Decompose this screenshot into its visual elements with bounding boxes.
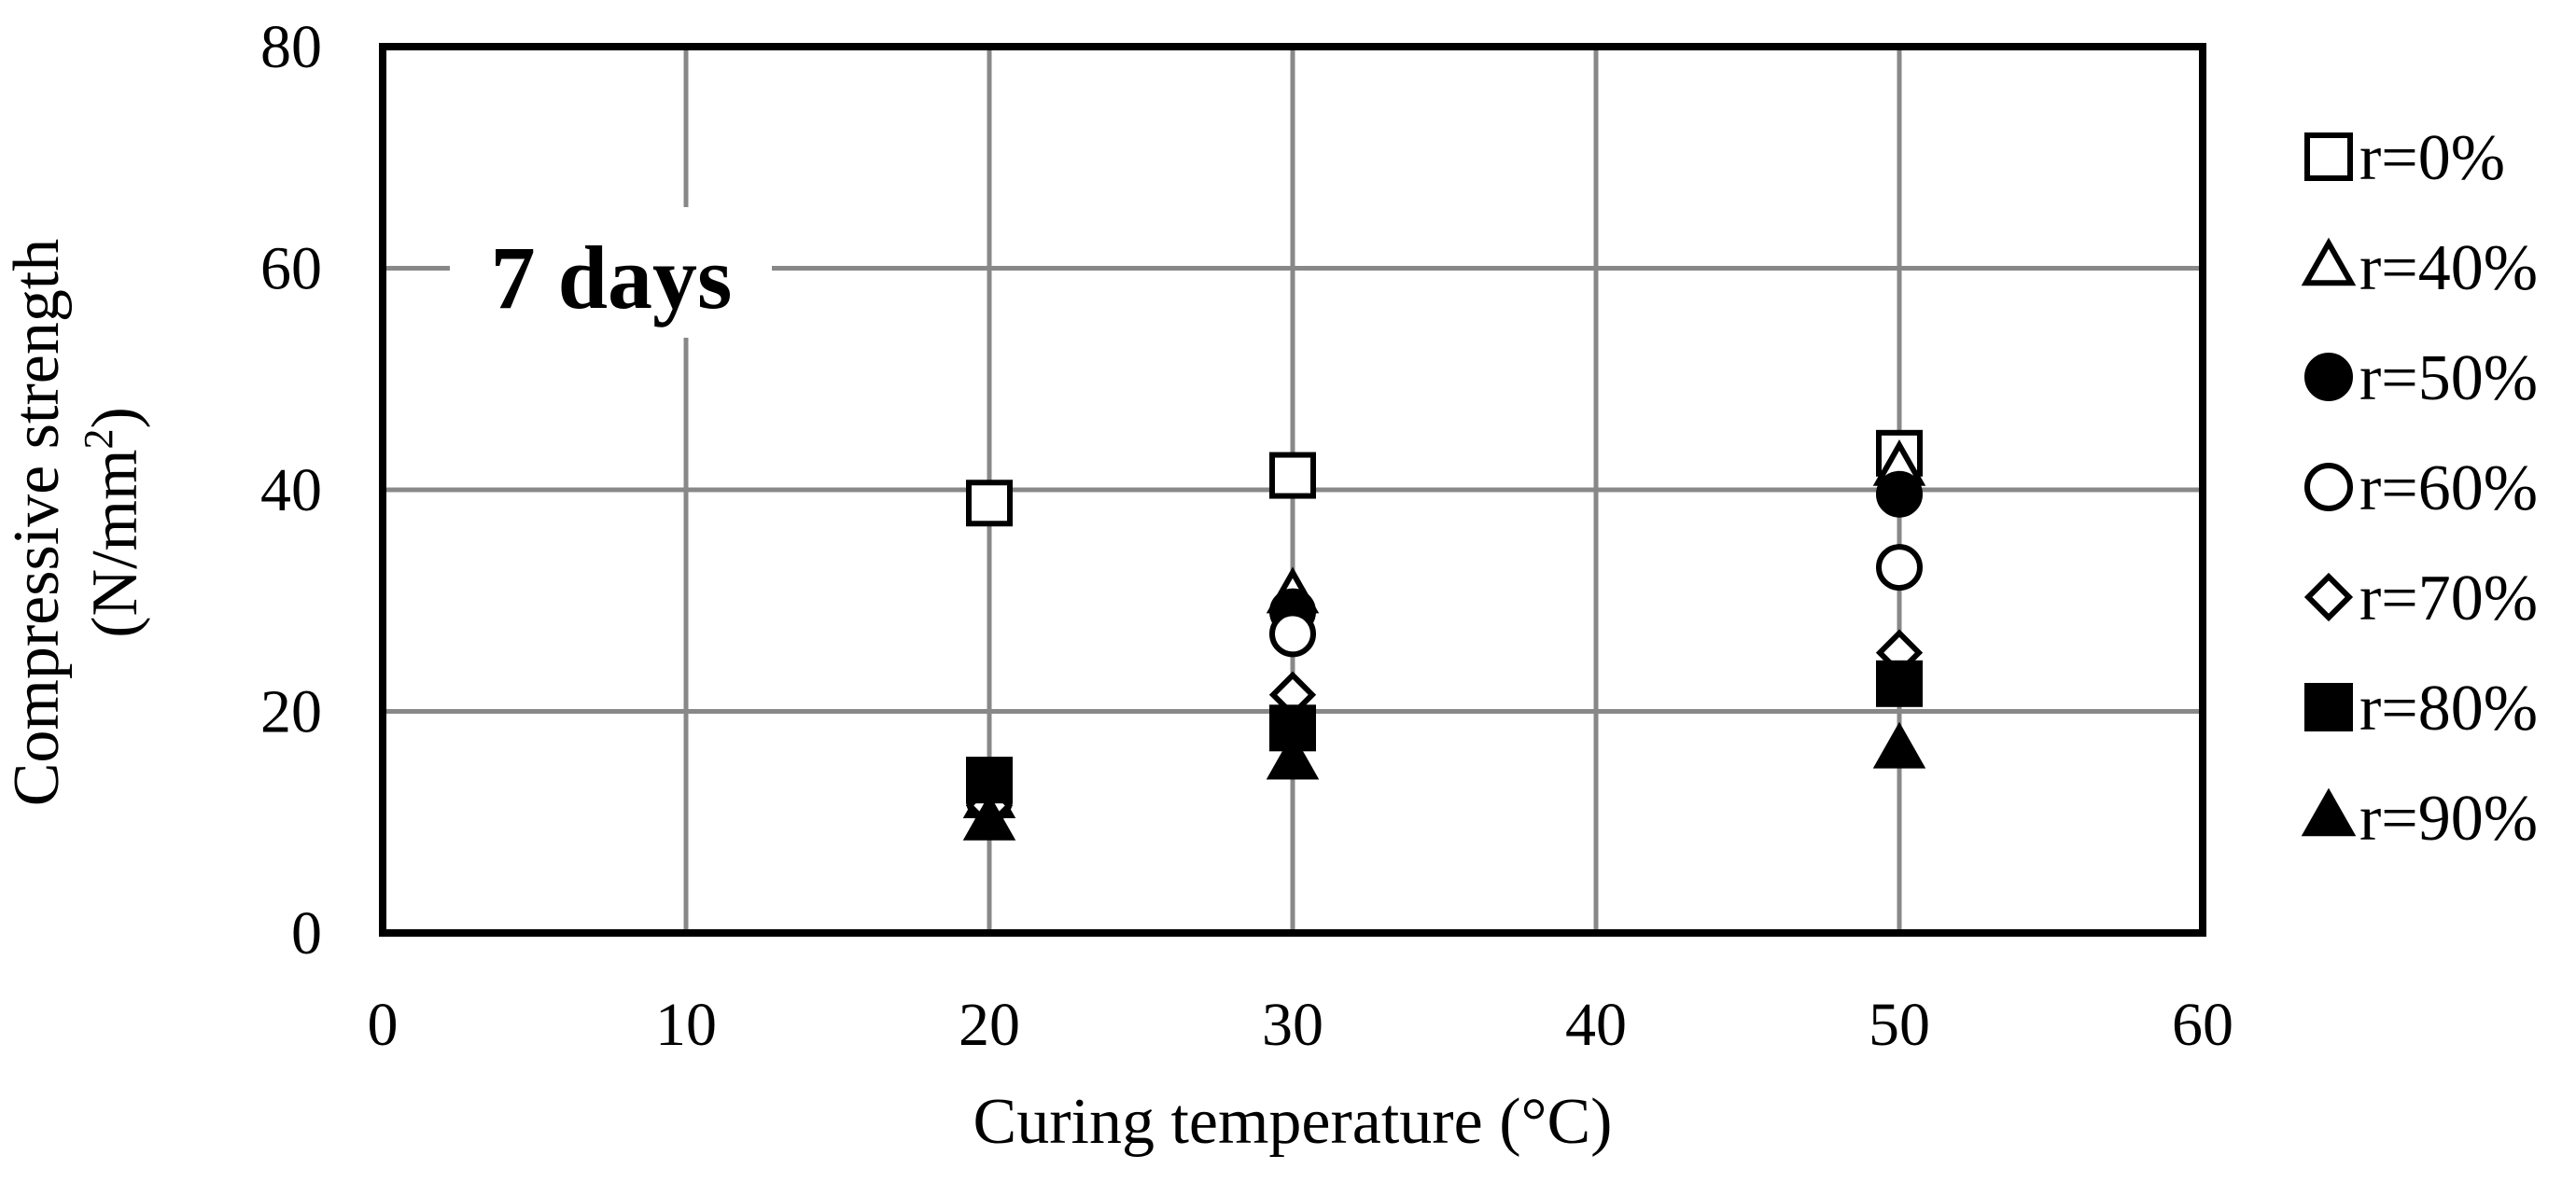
y-tick-label-60: 60 (260, 235, 322, 303)
legend-marker-r50 (2304, 353, 2353, 401)
data-point-r90-50 (1872, 721, 1926, 769)
legend-marker-r40 (2301, 237, 2357, 286)
legend-marker-r60 (2304, 463, 2353, 511)
tick-labels: 0 10 20 30 40 50 60 0 20 40 60 80 (260, 13, 2233, 1059)
x-tick-label-20: 20 (959, 991, 1020, 1059)
x-tick-label-30: 30 (1262, 991, 1323, 1059)
y-axis-title-line2: (N/mm2) (76, 407, 151, 638)
y-axis-unit-close: ) (79, 407, 151, 428)
legend-marker-r90 (2301, 787, 2357, 837)
annotation-7-days: 7 days (491, 228, 733, 327)
y-tick-label-0: 0 (291, 899, 322, 967)
y-axis-title: Compressive strength (N/mm2) (1, 239, 151, 807)
data-point-r0-30 (1269, 452, 1316, 499)
y-tick-label-80: 80 (260, 13, 322, 81)
data-point-r90-20 (962, 793, 1016, 841)
data-markers (962, 429, 1926, 841)
data-point-r90-30 (1266, 732, 1320, 780)
legend-label-r90: r=90% (2359, 783, 2538, 855)
data-point-r80-50 (1876, 660, 1923, 707)
legend: r=0% r=40% r=50% r=60% r=70% r=80% r=90% (2301, 122, 2538, 855)
y-axis-unit: (N/mm (79, 450, 151, 638)
annotation-background (450, 207, 772, 338)
y-tick-label-40: 40 (260, 456, 322, 524)
legend-marker-r0 (2304, 132, 2353, 181)
x-tick-label-60: 60 (2172, 991, 2233, 1059)
y-axis-title-line1: Compressive strength (1, 239, 73, 807)
data-point-r0-20 (966, 480, 1013, 527)
legend-marker-r80 (2304, 683, 2353, 731)
legend-label-r80: r=80% (2359, 673, 2538, 745)
legend-label-r0: r=0% (2359, 122, 2505, 194)
x-axis-title: Curing temperature (°C) (973, 1086, 1613, 1158)
legend-label-r40: r=40% (2359, 232, 2538, 304)
data-point-r60-30 (1269, 610, 1316, 658)
x-tick-label-10: 10 (655, 991, 717, 1059)
x-tick-label-40: 40 (1565, 991, 1627, 1059)
data-point-r50-50 (1876, 470, 1923, 518)
x-tick-label-0: 0 (368, 991, 399, 1059)
y-tick-label-20: 20 (260, 678, 322, 746)
legend-label-r60: r=60% (2359, 452, 2538, 524)
plot-area-frame (379, 43, 2206, 937)
x-tick-label-50: 50 (1869, 991, 1930, 1059)
legend-label-r70: r=70% (2359, 563, 2538, 634)
legend-label-r50: r=50% (2359, 342, 2538, 414)
data-point-r60-50 (1876, 544, 1923, 592)
y-axis-unit-superscript: 2 (76, 429, 121, 450)
legend-marker-r70 (2303, 572, 2354, 622)
